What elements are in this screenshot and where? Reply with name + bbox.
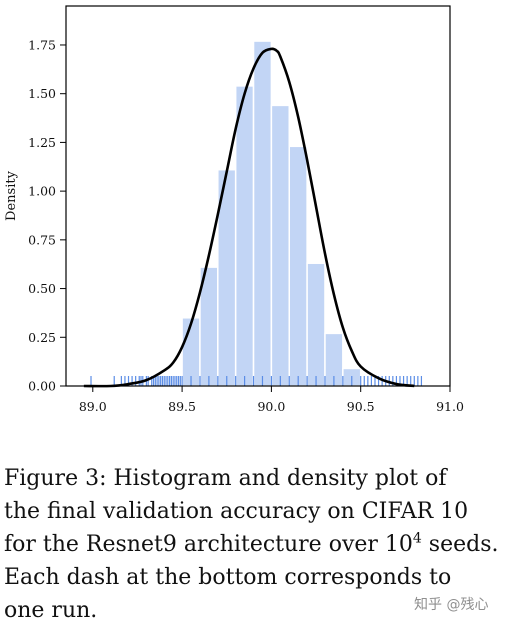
y-tick-label: 1.00 (28, 184, 56, 199)
caption-line: Each dash at the bottom corresponds to (4, 565, 452, 590)
caption-superscript: 4 (412, 530, 422, 547)
caption-line: Figure 3: Histogram and density plot of (4, 466, 447, 491)
histogram-bar (252, 40, 273, 387)
rug-plot (90, 376, 423, 386)
y-tick-label: 0.75 (28, 232, 56, 247)
caption-text: seeds. (421, 532, 499, 557)
y-tick-label: 1.75 (28, 37, 56, 52)
x-tick-label: 91.0 (436, 399, 464, 414)
y-tick-label: 1.50 (28, 86, 56, 101)
histogram-bar (234, 85, 255, 387)
x-tick-label: 89.0 (79, 399, 107, 414)
caption-line: one run. (4, 598, 98, 623)
caption-line: the final validation accuracy on CIFAR 1… (4, 499, 469, 524)
histogram-bar (288, 145, 308, 387)
y-axis: 0.00 0.25 0.50 0.75 1.00 1.25 1.50 1.75 (28, 37, 66, 394)
histogram-bar (270, 104, 291, 387)
caption-text: for the Resnet9 architecture over 10 (4, 532, 413, 557)
x-tick-label: 90.0 (257, 399, 285, 414)
histogram-bar (306, 262, 326, 387)
figure-caption: Figure 3: Histogram and density plot of … (4, 462, 502, 627)
x-tick-label: 90.5 (347, 399, 375, 414)
histogram-bars (181, 40, 362, 387)
x-axis: 89.0 89.5 90.0 90.5 91.0 (79, 386, 464, 414)
y-tick-label: 0.25 (28, 330, 56, 345)
y-tick-label: 1.25 (28, 135, 56, 150)
x-tick-label: 89.5 (168, 399, 196, 414)
histogram-bar (181, 317, 201, 387)
density-histogram-chart: 0.000.250.500.751.001.251.501.75 89.0 89.… (4, 5, 464, 414)
y-axis-label: Density (4, 170, 19, 221)
density-curve (83, 47, 415, 388)
y-tick-label: 0.00 (28, 379, 56, 394)
y-tick-label: 0.50 (28, 281, 56, 296)
watermark: 知乎 @残心 (414, 597, 489, 613)
plot-frame (65, 5, 451, 387)
caption-line: for the Resnet9 architecture over 104 se… (4, 528, 502, 561)
